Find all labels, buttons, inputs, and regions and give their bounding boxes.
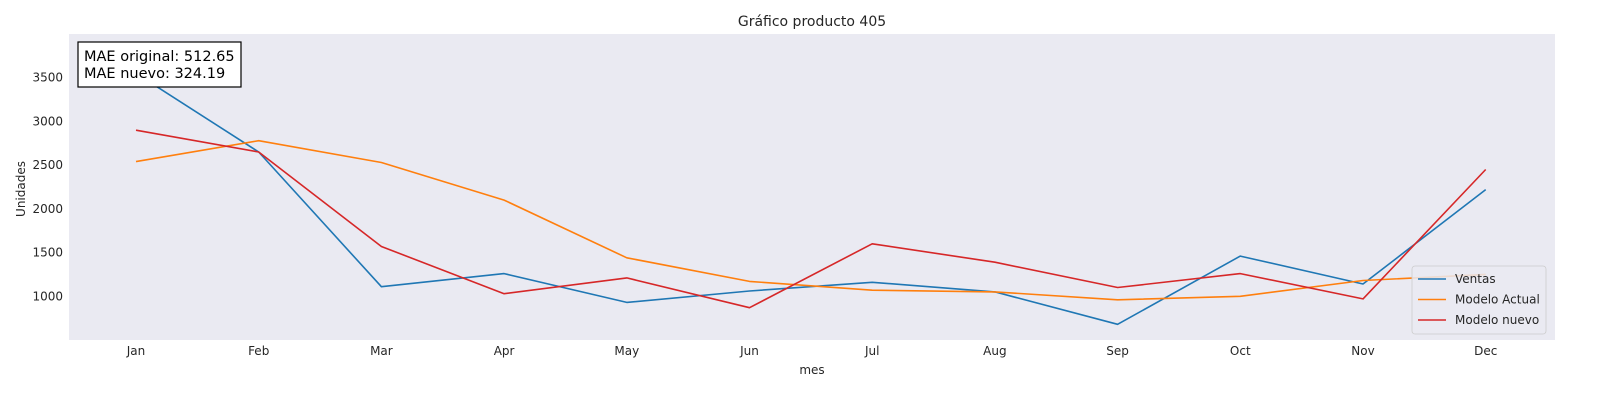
y-tick-label: 3500 [32,71,63,85]
mae-annotation: MAE original: 512.65 MAE nuevo: 324.19 [77,41,242,88]
plot-area [69,34,1555,340]
x-tick-label: May [614,344,639,358]
legend: Ventas Modelo Actual Modelo nuevo [1411,265,1547,335]
mae-original-text: MAE original: 512.65 [84,49,235,65]
x-tick-label: Aug [983,344,1006,358]
y-axis-title: Unidades [14,161,28,217]
y-tick-label: 2500 [32,158,63,172]
series-line [135,72,1487,326]
chart-title: Gráfico producto 405 [738,14,886,30]
x-tick-label: Apr [494,344,515,358]
mae-nuevo-text: MAE nuevo: 324.19 [84,66,225,82]
legend-label: Modelo Actual [1455,293,1540,307]
x-tick-label: Nov [1351,344,1374,358]
legend-box [1411,265,1547,335]
y-tick-label: 3000 [32,114,63,128]
x-axis: Jan Feb Mar Apr May Jun Jul Aug Sep Oct Nov Dec [126,344,1498,358]
x-tick-label: Jun [739,344,759,358]
x-tick-label: Oct [1230,344,1251,358]
x-tick-label: Mar [370,344,393,358]
series-layer [135,72,1487,326]
x-tick-label: Dec [1474,344,1497,358]
series-line [135,139,1486,301]
x-tick-label: Jan [126,344,146,358]
y-axis: 1000 1500 2000 2500 3000 3500 [32,71,63,304]
y-tick-label: 2000 [32,202,63,216]
x-tick-label: Feb [248,344,269,358]
series-line [135,129,1487,309]
legend-label: Ventas [1455,272,1496,286]
legend-label: Modelo nuevo [1455,313,1539,327]
y-tick-label: 1000 [32,289,63,303]
y-tick-label: 1500 [32,246,63,260]
annotation-box [77,41,242,88]
x-tick-label: Sep [1106,344,1129,358]
x-axis-title: mes [799,363,824,377]
x-tick-label: Jul [864,344,879,358]
